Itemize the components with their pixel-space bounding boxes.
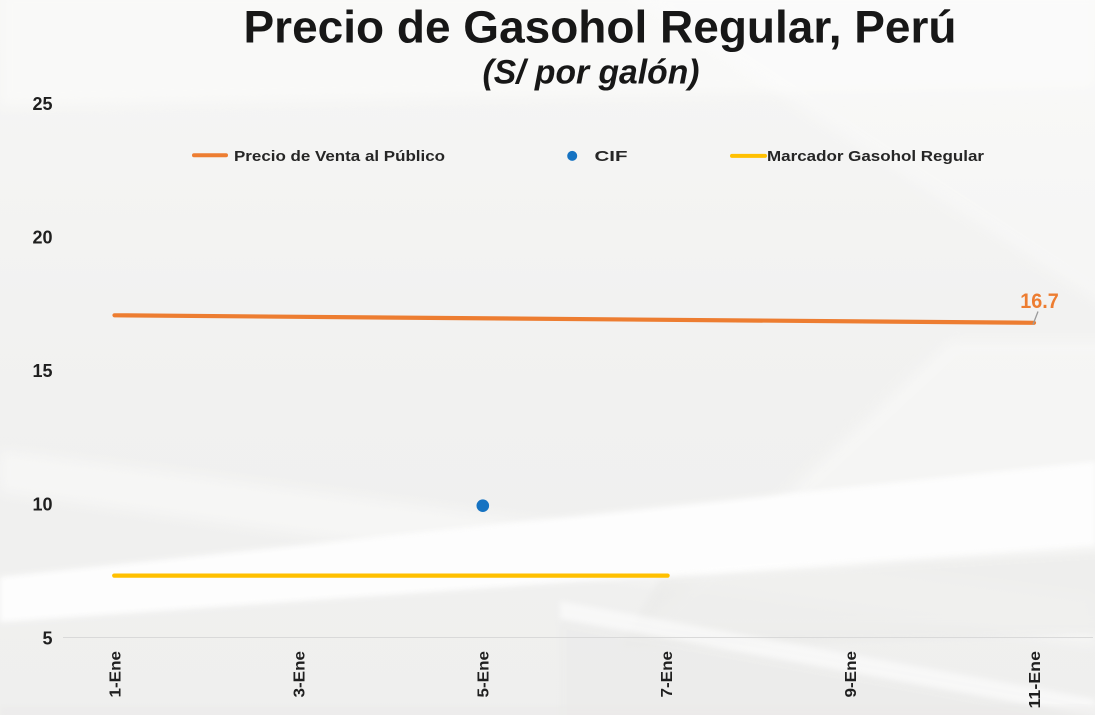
svg-text:9-Ene: 9-Ene: [843, 651, 860, 698]
svg-text:CIF: CIF: [595, 148, 628, 165]
svg-text:Precio de Venta al Público: Precio de Venta al Público: [234, 148, 445, 165]
svg-text:Precio de Gasohol Regular, Per: Precio de Gasohol Regular, Perú: [244, 2, 957, 53]
svg-text:15: 15: [32, 361, 52, 381]
svg-text:(S/ por galón): (S/ por galón): [483, 54, 700, 92]
svg-text:3-Ene: 3-Ene: [291, 651, 308, 698]
svg-text:10: 10: [32, 495, 52, 515]
svg-text:1-Ene: 1-Ene: [108, 651, 125, 698]
svg-text:20: 20: [32, 227, 52, 247]
svg-text:11-Ene: 11-Ene: [1027, 651, 1044, 709]
svg-text:5-Ene: 5-Ene: [475, 651, 492, 698]
svg-text:5: 5: [42, 628, 52, 648]
svg-text:7-Ene: 7-Ene: [659, 651, 676, 698]
svg-text:Marcador Gasohol Regular: Marcador Gasohol Regular: [767, 148, 984, 165]
svg-text:16.7: 16.7: [1020, 289, 1059, 313]
svg-text:25: 25: [32, 94, 52, 114]
